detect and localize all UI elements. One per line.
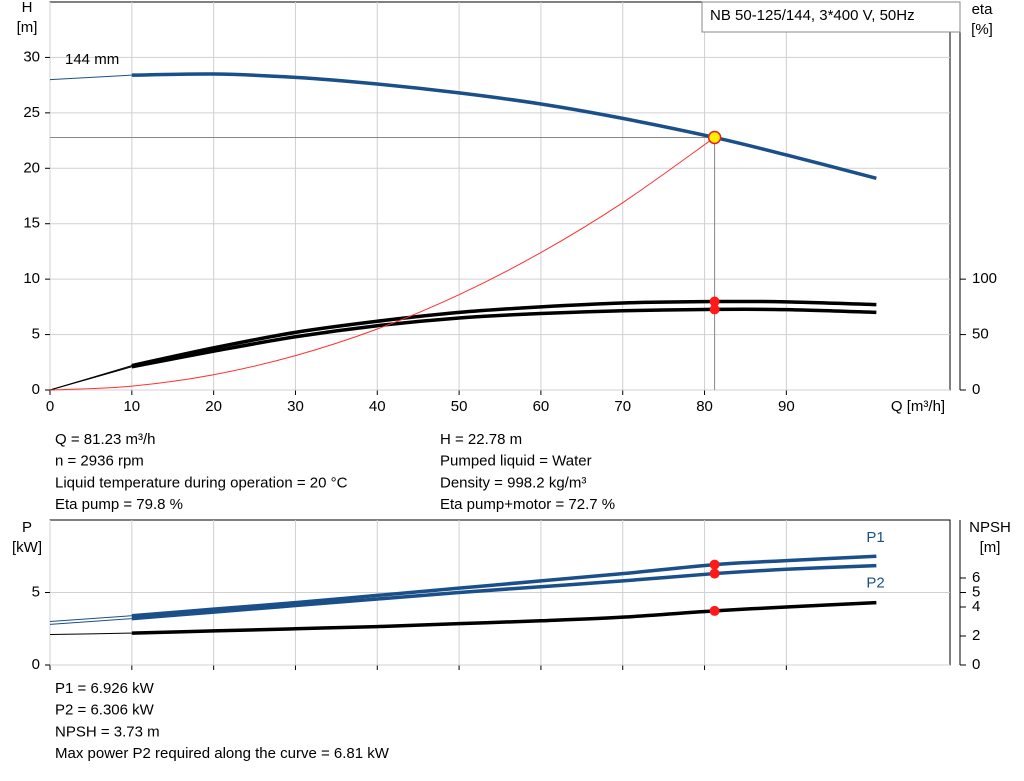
curve [131,307,877,369]
y-tick-label: 0 [32,656,40,673]
curve-annotation: 144 mm [65,51,119,68]
y2-tick-label: 50 [972,326,989,343]
y-tick-label: 0 [32,381,40,398]
system-curve [49,137,715,391]
y2-tick-label: 6 [972,569,980,586]
duty-point [707,130,722,145]
y-tick-label: 20 [23,159,40,176]
duty-marker [709,559,720,570]
x-tick-label: 0 [46,398,54,415]
y-tick-label: 5 [32,326,40,343]
y2-axis-unit: [%] [971,21,993,38]
curve [131,563,877,621]
y2-axis-label: eta [972,1,994,18]
info-line: P2 = 6.306 kW [55,702,155,719]
curve [131,554,877,618]
plot-frame [49,1,951,391]
curve [131,600,877,635]
curve [131,299,877,368]
curve-extension [49,615,132,622]
curve-extension [49,74,132,81]
info-line: P1 = 6.926 kW [55,680,155,697]
y-tick-label: 15 [23,215,40,232]
y-axis-label: P [22,519,32,536]
y-tick-label: 25 [23,104,40,121]
y2-tick-label: 2 [972,627,980,644]
x-tick-label: 50 [451,398,468,415]
curve-extension [49,618,132,625]
y2-axis-unit: [m] [980,539,1001,556]
y-axis-label: H [22,0,33,16]
y-axis-unit: [m] [17,19,38,36]
info-line: Eta pump+motor = 72.7 % [440,496,615,513]
duty-marker [709,296,720,307]
y-tick-label: 30 [23,48,40,65]
info-line: Eta pump = 79.8 % [55,496,183,513]
x-tick-label: 20 [205,398,222,415]
info-line: Q = 81.23 m³/h [55,431,155,448]
info-line: Density = 998.2 kg/m³ [440,474,586,491]
duty-marker [709,605,720,616]
y-tick-label: 5 [32,583,40,600]
y-axis-unit: [kW] [12,539,42,556]
x-tick-label: 80 [696,398,713,415]
curve-extension [49,366,132,391]
info-line: H = 22.78 m [440,431,522,448]
y2-tick-label: 5 [972,583,980,600]
y2-tick-label: 0 [972,656,980,673]
x-tick-label: 10 [123,398,140,415]
x-tick-label: 70 [614,398,631,415]
title-box [701,1,961,33]
curve [131,72,877,180]
x-tick-label: 30 [287,398,304,415]
curve-label: P2 [866,575,884,592]
curve-extension [49,632,132,636]
x-tick-label: 40 [369,398,386,415]
y2-tick-label: 0 [972,381,980,398]
y2-tick-label: 100 [972,270,997,287]
info-line: n = 2936 rpm [55,453,144,470]
info-line: Pumped liquid = Water [440,453,592,470]
x-tick-label: 60 [533,398,550,415]
duty-marker [709,304,720,315]
info-line: NPSH = 3.73 m [55,723,160,740]
x-axis-label: Q [m³/h] [891,398,945,415]
info-line: Max power P2 required along the curve = … [55,745,390,762]
duty-marker [709,568,720,579]
y2-tick-label: 4 [972,598,980,615]
y-tick-label: 10 [23,270,40,287]
curve-label: P1 [866,529,884,546]
chart-title: NB 50-125/144, 3*400 V, 50Hz [710,7,915,24]
y2-axis-label: NPSH [969,519,1011,536]
info-line: Liquid temperature during operation = 20… [55,474,348,491]
x-tick-label: 90 [778,398,795,415]
